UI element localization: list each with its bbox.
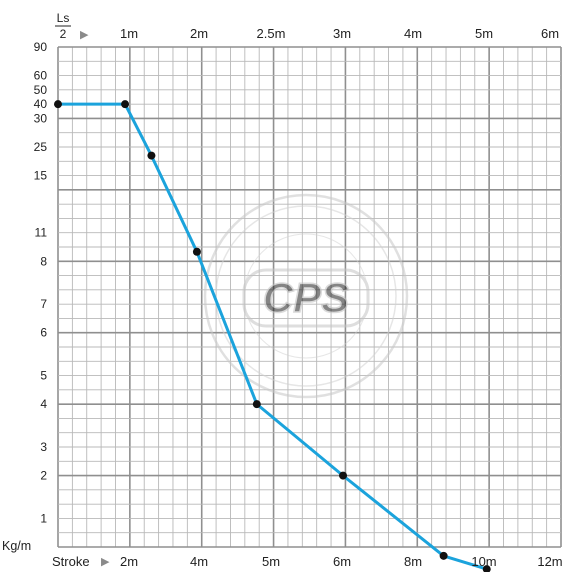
top-arrow-icon: ▶ (80, 29, 89, 41)
top-axis-tick: 3m (333, 26, 351, 41)
bottom-axis-tick: 6m (333, 554, 351, 569)
series-line (58, 102, 488, 571)
data-point-marker (252, 400, 261, 409)
data-point-marker (439, 551, 448, 560)
y-tick-label: 6 (40, 326, 47, 340)
top-axis-tick: 5m (475, 26, 493, 41)
cps-watermark: CPS (203, 193, 409, 399)
y-tick-label: 2 (40, 469, 47, 483)
y-tick-label: 1 (40, 511, 47, 525)
y-tick-label: 50 (34, 83, 48, 97)
y-tick-label: 40 (34, 97, 48, 111)
y-tick-label: 11 (35, 226, 48, 240)
stroke-axis-label: Stroke (52, 554, 90, 569)
y-tick-label: 8 (40, 254, 47, 268)
top-axis-tick: 2m (190, 26, 208, 41)
top-axis-tick: 6m (541, 26, 559, 41)
data-point-marker (121, 100, 130, 109)
top-axis-tick-labels: 1m 2m 2.5m 3m 4m 5m 6m (120, 26, 559, 41)
y-tick-label: 90 (34, 40, 48, 54)
bottom-arrow-icon: ▶ (101, 556, 110, 568)
y-tick-label: 5 (40, 369, 47, 383)
y-tick-label: 25 (34, 140, 48, 154)
half-ls-denominator: 2 (60, 27, 67, 41)
y-unit-label: Kg/m (2, 539, 31, 553)
bottom-axis-tick: 8m (404, 554, 422, 569)
bottom-axis-tick: 12m (537, 554, 562, 569)
bottom-axis-tick: 5m (262, 554, 280, 569)
data-point-marker (482, 565, 491, 572)
data-point-marker (339, 471, 348, 480)
y-tick-label: 7 (40, 297, 47, 311)
bottom-axis-title: Stroke ▶ (52, 554, 110, 569)
data-point-marker (147, 151, 156, 160)
top-axis-title: Ls 2 ▶ (55, 11, 89, 41)
y-tick-label: 15 (34, 169, 48, 183)
chart-grid (57, 46, 562, 548)
top-axis-tick: 4m (404, 26, 422, 41)
bottom-axis-tick: 2m (120, 554, 138, 569)
half-ls-numerator: Ls (57, 11, 70, 25)
series-markers (54, 100, 491, 572)
watermark-logo-text: CPS (263, 274, 349, 321)
top-axis-tick: 1m (120, 26, 138, 41)
bottom-axis-tick-labels: 2m 4m 5m 6m 8m 10m 12m (120, 554, 563, 569)
y-tick-label: 60 (34, 69, 48, 83)
y-tick-label: 3 (40, 440, 47, 454)
bottom-axis-tick: 4m (190, 554, 208, 569)
data-point-marker (192, 247, 201, 256)
y-tick-label: 4 (40, 397, 47, 411)
y-tick-label: 30 (34, 111, 48, 125)
top-axis-tick: 2.5m (257, 26, 286, 41)
bottom-axis-tick: 10m (471, 554, 496, 569)
data-point-marker (54, 100, 62, 109)
